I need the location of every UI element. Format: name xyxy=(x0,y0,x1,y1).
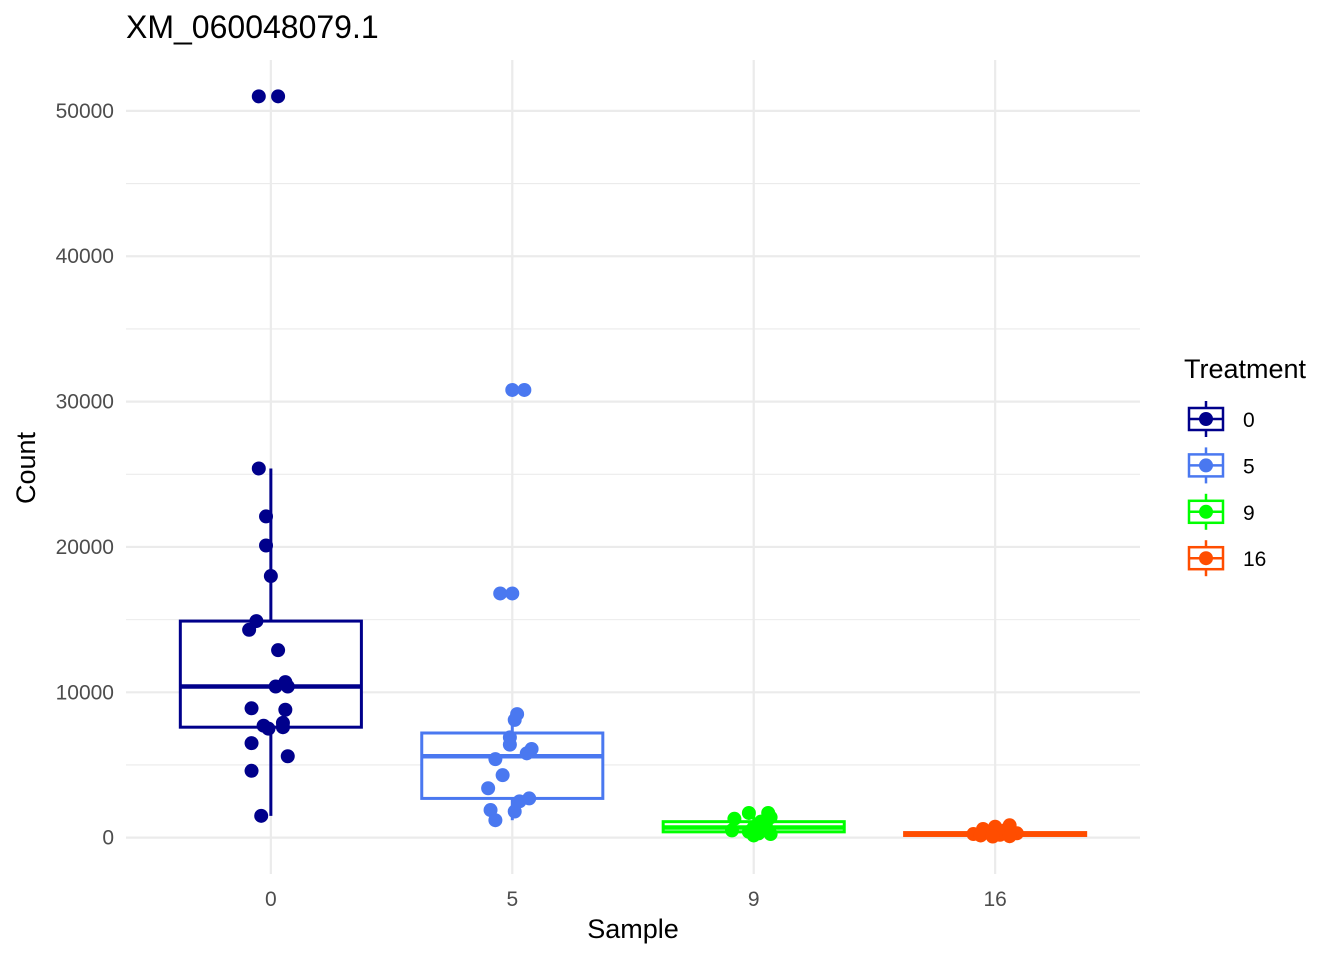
data-point xyxy=(261,721,276,736)
x-tick-label: 16 xyxy=(983,888,1006,911)
x-tick-label: 9 xyxy=(748,888,760,911)
data-point xyxy=(493,586,508,601)
data-point xyxy=(275,720,290,735)
y-tick-label: 0 xyxy=(102,827,114,850)
data-point xyxy=(244,736,259,751)
data-point xyxy=(242,622,257,637)
data-point xyxy=(244,763,259,778)
data-point xyxy=(271,643,286,658)
legend-item-16: 16 xyxy=(1187,540,1266,577)
legend-key-point xyxy=(1199,412,1213,426)
data-point xyxy=(517,382,532,397)
data-point xyxy=(263,569,278,584)
data-point xyxy=(507,804,522,819)
data-point xyxy=(973,828,988,843)
data-point xyxy=(259,538,274,553)
data-point xyxy=(985,829,1000,844)
y-tick-label: 50000 xyxy=(56,100,114,123)
data-point xyxy=(1002,829,1017,844)
x-axis-tick-labels: 0 5 9 16 xyxy=(265,888,1007,911)
legend-item-0: 0 xyxy=(1187,401,1255,437)
data-point xyxy=(254,808,269,823)
box-body xyxy=(178,619,363,729)
data-point xyxy=(505,382,520,397)
legend-item-5: 5 xyxy=(1187,447,1255,484)
data-point xyxy=(741,805,756,820)
data-point xyxy=(280,679,295,694)
data-point xyxy=(763,827,778,842)
data-point xyxy=(505,586,520,601)
legend-label: 9 xyxy=(1243,502,1255,525)
legend-item-9: 9 xyxy=(1187,493,1255,530)
y-tick-label: 10000 xyxy=(56,681,114,704)
legend-title: Treatment xyxy=(1184,354,1307,384)
grid-lines xyxy=(126,60,1140,874)
data-point xyxy=(278,702,293,717)
box-layer xyxy=(178,468,1088,837)
y-axis-title: Count xyxy=(11,431,41,504)
data-point xyxy=(251,89,266,104)
data-point xyxy=(251,461,266,476)
data-point xyxy=(727,811,742,826)
y-axis-tick-labels: 0 10000 20000 30000 40000 50000 xyxy=(56,100,114,850)
y-tick-label: 40000 xyxy=(56,245,114,268)
legend-key-point xyxy=(1199,458,1213,473)
data-point xyxy=(746,828,761,843)
y-tick-label: 20000 xyxy=(56,536,114,559)
data-point xyxy=(507,712,522,727)
legend: 0 5 9 16 xyxy=(1187,401,1266,577)
x-tick-label: 5 xyxy=(506,888,518,911)
data-point xyxy=(481,781,496,796)
legend-label: 16 xyxy=(1243,548,1266,571)
data-point xyxy=(271,89,286,104)
legend-label: 0 xyxy=(1243,409,1255,432)
data-point xyxy=(724,823,739,838)
legend-key-point xyxy=(1199,504,1213,519)
x-tick-label: 0 xyxy=(265,888,277,911)
legend-label: 5 xyxy=(1243,455,1255,478)
point-layer xyxy=(242,89,1024,844)
data-point xyxy=(259,509,274,524)
data-point xyxy=(495,768,510,783)
data-point xyxy=(502,737,517,752)
y-tick-label: 30000 xyxy=(56,391,114,414)
box-5 xyxy=(420,714,605,821)
x-axis-title: Sample xyxy=(587,914,679,944)
chart-title: XM_060048079.1 xyxy=(126,9,379,45)
data-point xyxy=(280,749,295,764)
data-point xyxy=(488,752,503,767)
data-point xyxy=(519,746,534,761)
data-point xyxy=(244,701,259,716)
legend-key-point xyxy=(1199,551,1213,566)
data-point xyxy=(268,679,283,694)
data-point xyxy=(488,813,503,828)
